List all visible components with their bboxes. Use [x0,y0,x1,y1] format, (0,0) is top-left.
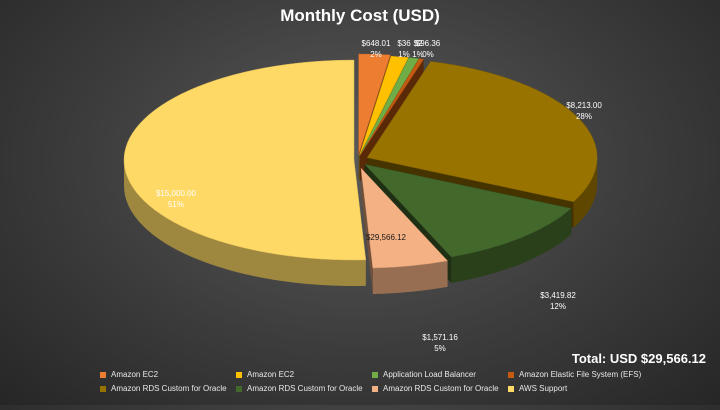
legend-label: AWS Support [519,384,568,393]
legend-swatch [372,371,378,378]
legend-swatch [372,385,378,392]
legend-swatch [236,385,242,392]
legend-label: Amazon EC2 [111,370,159,379]
legend-item: Amazon RDS Custom for Oracle [372,384,508,393]
legend-swatch [100,385,106,392]
chart-title: Monthly Cost (USD) [280,6,440,25]
pie-percent-label: 1% [398,50,410,59]
legend-item: AWS Support [508,384,680,393]
legend-label: Amazon RDS Custom for Oracle [247,384,363,393]
total-label: Total: USD $29,566.12 [571,351,706,366]
legend-swatch [508,371,514,378]
pie-slice [366,61,598,202]
pie-value-label: $2 [414,39,423,48]
pie-percent-label: 28% [576,112,592,121]
pie-value-label: $8,213.00 [566,101,602,110]
pie-value-label: $1,571.16 [422,333,458,342]
pie-value-label: $3,419.82 [540,291,576,300]
pie-slice [358,53,391,155]
pie-slice-side [451,208,572,284]
legend-item: Amazon RDS Custom for Oracle [100,384,236,393]
pie-slice-side [124,160,366,287]
pie-value-label: $36 [397,39,411,48]
pie-percent-label: 0% [422,50,434,59]
pie-slice-side [372,260,448,295]
pie-slice [359,55,409,156]
legend-label: Application Load Balancer [383,370,476,379]
legend-item: Amazon Elastic File System (EFS) [508,370,680,379]
pie-center-label: $29,566.12 [366,233,407,242]
pie-slice [360,167,449,269]
legend-swatch [100,371,106,378]
pie-slice-side [573,157,598,228]
pie-slice-wall [361,168,373,295]
pie-percent-label: 2% [370,50,382,59]
pie-percent-label: 51% [168,200,184,209]
legend-item: Amazon RDS Custom for Oracle [236,384,372,393]
pie-slice [123,59,367,261]
legend: Amazon EC2 Amazon EC2 Application Load Bal… [100,370,680,393]
pie-percent-label: 1% [412,50,424,59]
legend-swatch [236,371,242,378]
pie-percent-label: 5% [434,344,446,353]
pie-value-label: $96.36 [416,39,441,48]
legend-label: Amazon RDS Custom for Oracle [383,384,499,393]
legend-label: Amazon Elastic File System (EFS) [519,370,642,379]
legend-item: Amazon EC2 [236,370,372,379]
legend-swatch [508,385,514,392]
pie-value-label: $648.01 [362,39,391,48]
legend-item: Amazon EC2 [100,370,236,379]
pie-percent-label: 12% [550,302,566,311]
legend-label: Amazon RDS Custom for Oracle [111,384,227,393]
pie-value-label: $15,000.00 [156,189,197,198]
legend-item: Application Load Balancer [372,370,508,379]
pie-slice [364,163,572,258]
pie-slice [359,58,425,156]
legend-label: Amazon EC2 [247,370,295,379]
